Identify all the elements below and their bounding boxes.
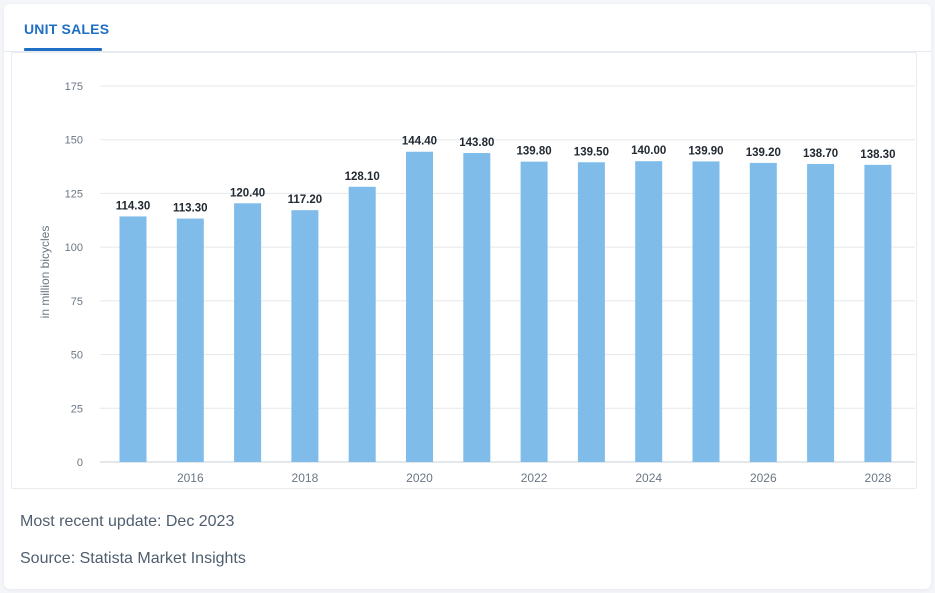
data-labels: 114.30 113.30 120.40 117.20 128.10 144.40 143.… — [116, 136, 896, 215]
data-label-2018: 117.20 — [288, 194, 323, 206]
data-label-2026: 139.20 — [746, 147, 781, 159]
bar-2020[interactable] — [406, 151, 433, 463]
data-label-2017: 120.40 — [230, 187, 265, 199]
bar-2021[interactable] — [463, 153, 491, 462]
data-label-2027: 138.70 — [803, 148, 838, 160]
bar-2027[interactable] — [807, 163, 835, 462]
data-label-2028: 138.30 — [860, 149, 895, 161]
data-label-2024: 140.00 — [631, 145, 666, 157]
x-tick-label: 2024 — [635, 471, 662, 485]
data-label-2016: 113.30 — [173, 203, 208, 215]
y-tick-label: 175 — [65, 81, 83, 93]
y-tick-label: 75 — [71, 296, 83, 308]
tab-bar: UNIT SALES — [4, 4, 931, 52]
bars — [119, 151, 892, 463]
tab-unit-sales[interactable]: UNIT SALES — [24, 21, 110, 37]
data-label-2019: 128.10 — [345, 171, 380, 183]
bar-2023[interactable] — [577, 162, 605, 462]
y-tick-label: 0 — [77, 457, 83, 469]
y-tick-label: 50 — [71, 350, 83, 362]
bar-2017[interactable] — [234, 203, 262, 462]
bar-2015[interactable] — [119, 216, 147, 462]
x-tick-label: 2016 — [177, 471, 204, 485]
x-tick-label: 2028 — [865, 471, 892, 485]
data-label-2021: 143.80 — [459, 137, 494, 149]
y-tick-label: 150 — [65, 135, 83, 147]
source-link[interactable]: Source: Statista Market Insights — [20, 550, 246, 567]
bar-2019[interactable] — [348, 186, 376, 462]
x-axis-ticks: 2016 2018 2020 2022 2024 2026 2028 — [177, 471, 892, 485]
bar-2022[interactable] — [520, 161, 548, 463]
x-tick-label: 2022 — [521, 471, 548, 485]
bar-2025[interactable] — [692, 161, 720, 462]
x-tick-label: 2020 — [406, 471, 433, 485]
data-label-2023: 139.50 — [574, 146, 609, 158]
last-update-note: Most recent update: Dec 2023 — [20, 513, 235, 530]
y-tick-label: 125 — [65, 188, 83, 200]
y-axis-ticks: 0 25 50 75 100 125 150 175 — [65, 81, 83, 469]
data-label-2020: 144.40 — [402, 136, 437, 148]
bar-2016[interactable] — [176, 218, 204, 462]
data-label-2015: 114.30 — [116, 200, 151, 212]
bar-2018[interactable] — [291, 210, 319, 462]
y-tick-label: 25 — [71, 403, 83, 415]
bar-2028[interactable] — [864, 164, 892, 462]
tab-active-indicator — [24, 48, 102, 51]
data-label-2025: 139.90 — [688, 145, 723, 157]
y-axis-label: in million bicycles — [38, 226, 52, 319]
bar-2024[interactable] — [635, 161, 663, 462]
x-tick-label: 2026 — [750, 471, 777, 485]
grid-lines — [100, 85, 915, 463]
bar-2026[interactable] — [749, 162, 777, 462]
x-tick-label: 2018 — [292, 471, 319, 485]
data-label-2022: 139.80 — [517, 146, 552, 158]
y-tick-label: 100 — [65, 242, 83, 254]
